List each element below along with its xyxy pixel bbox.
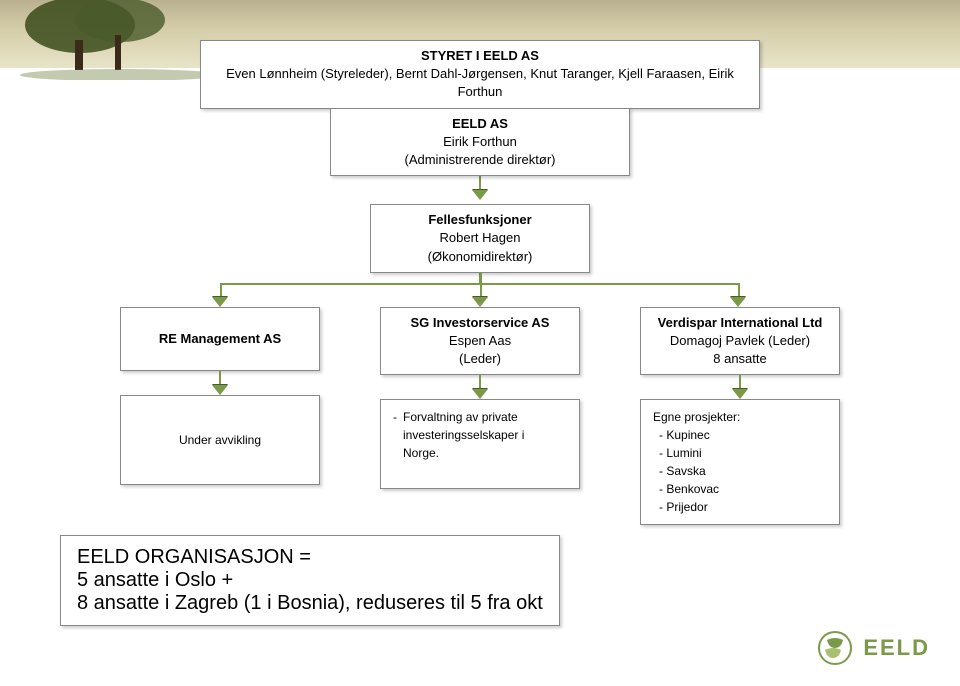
under-avvikling-box: Under avvikling [120, 395, 320, 485]
verdispar-box: Verdispar International Ltd Domagoj Pavl… [640, 307, 840, 376]
sg-investor-box: SG Investorservice AS Espen Aas (Leder) [380, 307, 580, 376]
l3-name-1: Espen Aas [391, 332, 569, 350]
arrow-icon [472, 190, 488, 200]
l4-left: Under avvikling [179, 431, 261, 449]
l3-title-0: RE Management AS [131, 330, 309, 348]
ceo-box: EELD AS Eirik Forthun (Administrerende d… [330, 108, 630, 177]
egne-prosjekter-box: Egne prosjekter: Kupinec Lumini Savska B… [640, 399, 840, 525]
mid-l2: Norge. [393, 444, 567, 462]
summary-l1: EELD ORGANISASJON = [77, 546, 543, 569]
ceo-title: EELD AS [341, 115, 619, 133]
shared-name: Robert Hagen [381, 229, 579, 247]
shared-functions-box: Fellesfunksjoner Robert Hagen (Økonomidi… [370, 204, 590, 273]
logo-icon [815, 630, 855, 666]
l3-role-2: 8 ansatte [651, 350, 829, 368]
shared-role: (Økonomidirektør) [381, 248, 579, 266]
ceo-name: Eirik Forthun [341, 133, 619, 151]
arrow-icon [472, 389, 488, 399]
arrow-icon [212, 385, 228, 395]
logo-text: EELD [863, 635, 930, 661]
arrow-icon [732, 389, 748, 399]
board-box: STYRET I EELD AS Even Lønnheim (Styreled… [200, 40, 760, 109]
summary-l2: 5 ansatte i Oslo + [77, 569, 543, 592]
l3-role-1: (Leder) [391, 350, 569, 368]
ceo-role: (Administrerende direktør) [341, 151, 619, 169]
l3-title-2: Verdispar International Ltd [651, 314, 829, 332]
proj-item: Benkovac [659, 480, 827, 498]
re-management-box: RE Management AS [120, 307, 320, 371]
org-chart: STYRET I EELD AS Even Lønnheim (Styreled… [0, 40, 960, 525]
proj-title: Egne prosjekter: [653, 408, 827, 426]
proj-list: Kupinec Lumini Savska Benkovac Prijedor [659, 426, 827, 516]
mid-l0: Forvaltning av private [403, 408, 518, 426]
eeld-logo: EELD [815, 630, 930, 666]
proj-item: Kupinec [659, 426, 827, 444]
proj-item: Lumini [659, 444, 827, 462]
board-subtitle: Even Lønnheim (Styreleder), Bernt Dahl-J… [211, 65, 749, 101]
summary-l3: 8 ansatte i Zagreb (1 i Bosnia), reduser… [77, 592, 543, 615]
l3-title-1: SG Investorservice AS [391, 314, 569, 332]
l3-name-2: Domagoj Pavlek (Leder) [651, 332, 829, 350]
level3-row: RE Management AS Under avvikling SG Inve… [0, 307, 960, 526]
board-title: STYRET I EELD AS [211, 47, 749, 65]
forvaltning-box: -Forvaltning av private investeringssels… [380, 399, 580, 489]
proj-item: Prijedor [659, 498, 827, 516]
shared-title: Fellesfunksjoner [381, 211, 579, 229]
mid-l1: investeringsselskaper i [393, 426, 567, 444]
summary-box: EELD ORGANISASJON = 5 ansatte i Oslo + 8… [60, 535, 560, 626]
proj-item: Savska [659, 462, 827, 480]
